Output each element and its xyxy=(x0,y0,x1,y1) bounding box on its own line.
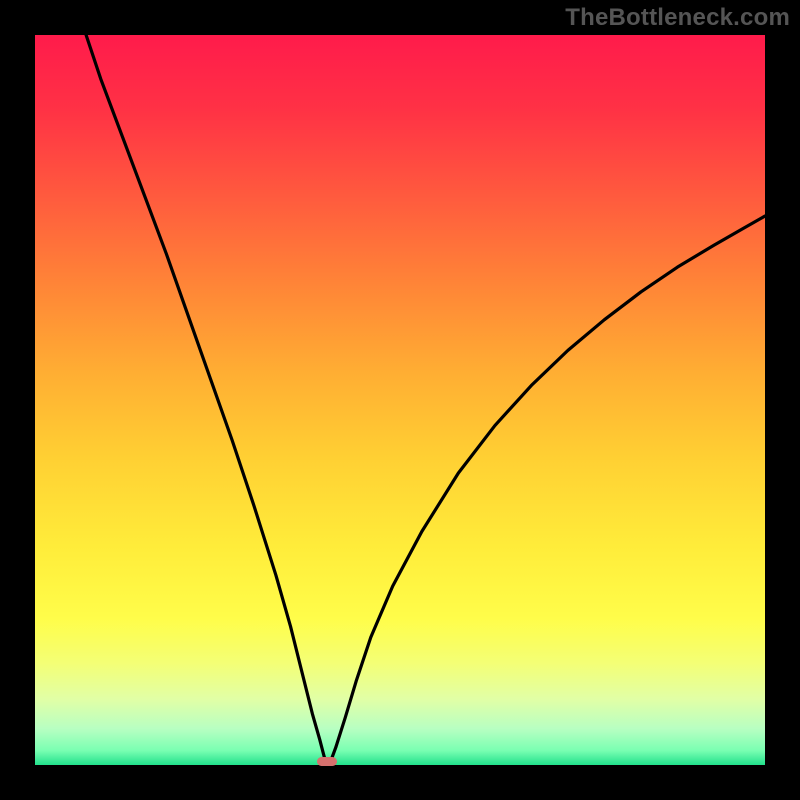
bottleneck-curve xyxy=(86,35,765,765)
notch-marker xyxy=(317,757,337,766)
watermark-text: TheBottleneck.com xyxy=(565,4,790,32)
chart-container: TheBottleneck.com xyxy=(0,0,800,800)
plot-area xyxy=(35,35,765,765)
curve-svg xyxy=(35,35,765,765)
